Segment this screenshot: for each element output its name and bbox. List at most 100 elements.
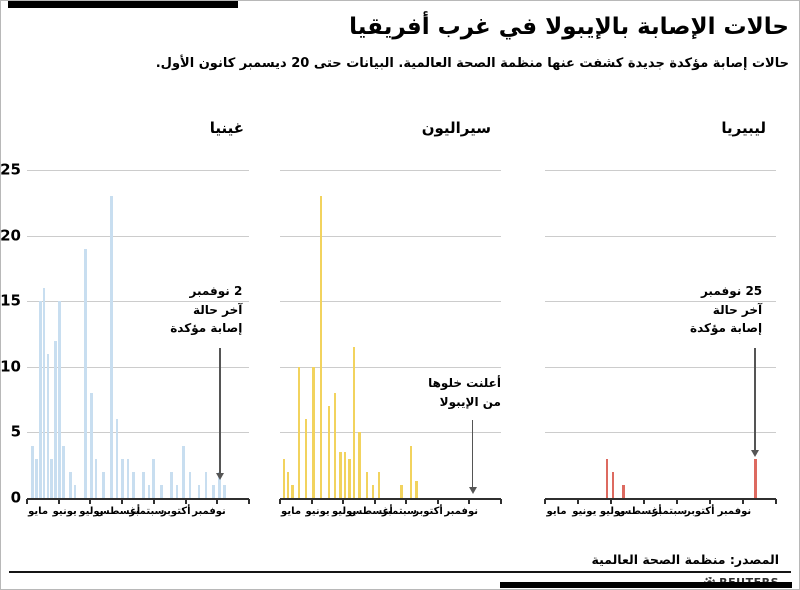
bar — [142, 471, 145, 498]
bar — [312, 366, 315, 498]
month-label: نوفمبر — [192, 506, 226, 517]
axis-tick — [342, 499, 345, 504]
month-label: مايو — [281, 506, 302, 517]
axis-tick — [57, 499, 60, 504]
gridline — [280, 235, 501, 237]
bar — [223, 484, 226, 498]
y-axis-label: 10 — [0, 357, 21, 376]
bar — [400, 484, 403, 498]
page-subtitle: حالات إصابة مؤكدة جديدة كشفت عنها منظمة … — [155, 56, 789, 71]
gridline — [27, 432, 249, 434]
bar — [160, 484, 163, 498]
annotation-arrow — [754, 348, 756, 450]
month-label: يونيو — [305, 506, 330, 517]
bar — [188, 471, 192, 498]
bar — [327, 406, 330, 498]
page-title: حالات الإصابة بالإيبولا في غرب أفريقيا — [349, 14, 789, 40]
axis-tick — [248, 499, 250, 504]
axis-tick — [121, 499, 124, 504]
axis-tick — [468, 499, 471, 504]
month-label: يوليو — [332, 506, 357, 517]
bar — [622, 484, 625, 498]
annotation-line: من الإيبولا — [439, 394, 501, 409]
month-label: أغسطس — [617, 506, 662, 517]
axis-tick — [544, 499, 546, 504]
month-label: سبتمبر — [129, 506, 165, 517]
annotation-arrow — [471, 420, 474, 487]
gridline — [280, 366, 501, 368]
bar — [42, 288, 46, 498]
bar — [152, 458, 155, 498]
month-label: سبتمبر — [381, 506, 417, 517]
month-label: سبتمبر — [652, 506, 688, 517]
bar — [84, 248, 87, 498]
y-axis-label: 0 — [10, 488, 21, 507]
annotation-arrowhead — [751, 450, 760, 457]
chart-panel-liberia: مايو يونيو يوليو أغسطس سبتمبر أكتوبر نوفمبر 25 … — [544, 170, 777, 517]
bar — [611, 471, 615, 498]
bar — [69, 471, 72, 498]
bar — [319, 196, 323, 498]
top-accent-bar — [8, 1, 238, 8]
axis-tick — [709, 499, 711, 504]
bar — [339, 452, 342, 498]
y-axis-label: 5 — [10, 422, 21, 441]
bar — [365, 471, 369, 498]
bar — [212, 484, 215, 498]
annotation-line: أعلنت خلوها — [428, 376, 501, 390]
axis-tick — [405, 499, 408, 504]
annotation-arrowhead — [216, 473, 225, 480]
bar — [35, 458, 38, 498]
bar — [182, 445, 185, 498]
chart-title-guinea: غينيا — [209, 119, 244, 137]
annotation-line: 2 نوفمبر — [189, 284, 243, 298]
bar — [46, 353, 50, 498]
month-label: يوليو — [79, 506, 104, 517]
y-axis-label: 15 — [0, 291, 21, 310]
bar — [147, 484, 151, 498]
month-label: مايو — [28, 506, 49, 517]
annotation: 25 نوفمبر آخر حالة إصابة مؤكدة — [690, 282, 762, 338]
axis-tick — [26, 499, 28, 504]
bar — [409, 445, 413, 498]
bar — [415, 480, 418, 498]
axis-tick — [500, 499, 502, 504]
axis-tick — [184, 499, 187, 504]
axis-tick — [576, 499, 579, 504]
month-label: نوفمبر — [717, 506, 752, 517]
bar — [352, 347, 356, 498]
bar — [291, 484, 294, 498]
gridline — [280, 432, 501, 434]
bar — [282, 458, 286, 498]
y-axis-labels: 25 20 15 10 5 0 — [0, 162, 21, 505]
bar — [121, 458, 124, 498]
bar — [371, 484, 375, 498]
axis-tick — [310, 499, 313, 504]
axis-tick — [675, 499, 678, 504]
gridline — [545, 432, 776, 434]
bar — [348, 458, 351, 498]
bar — [115, 419, 119, 498]
bar — [175, 484, 179, 498]
bar — [102, 471, 105, 498]
source-text: المصدر: منظمة الصحة العالمية — [591, 552, 780, 567]
bar — [754, 458, 757, 498]
gridline — [27, 170, 249, 171]
annotation: 2 نوفمبر آخر حالة إصابة مؤكدة — [170, 282, 242, 338]
bar — [31, 445, 34, 498]
bar — [286, 471, 290, 498]
month-label: يوليو — [599, 506, 625, 517]
annotation-arrowhead — [468, 487, 477, 494]
annotation: أعلنت خلوها من الإيبولا — [428, 374, 501, 411]
chart-title-sierra-leone: سيراليون — [421, 119, 491, 137]
bar — [170, 471, 173, 498]
bottom-accent-bar — [500, 582, 792, 588]
annotation-arrow — [219, 348, 221, 473]
axis-tick — [436, 499, 439, 504]
annotation-line: آخر حالة — [193, 302, 243, 317]
bar — [204, 471, 208, 498]
month-label: أغسطس — [95, 506, 141, 517]
footer-rule — [9, 571, 791, 573]
bar — [132, 471, 135, 498]
